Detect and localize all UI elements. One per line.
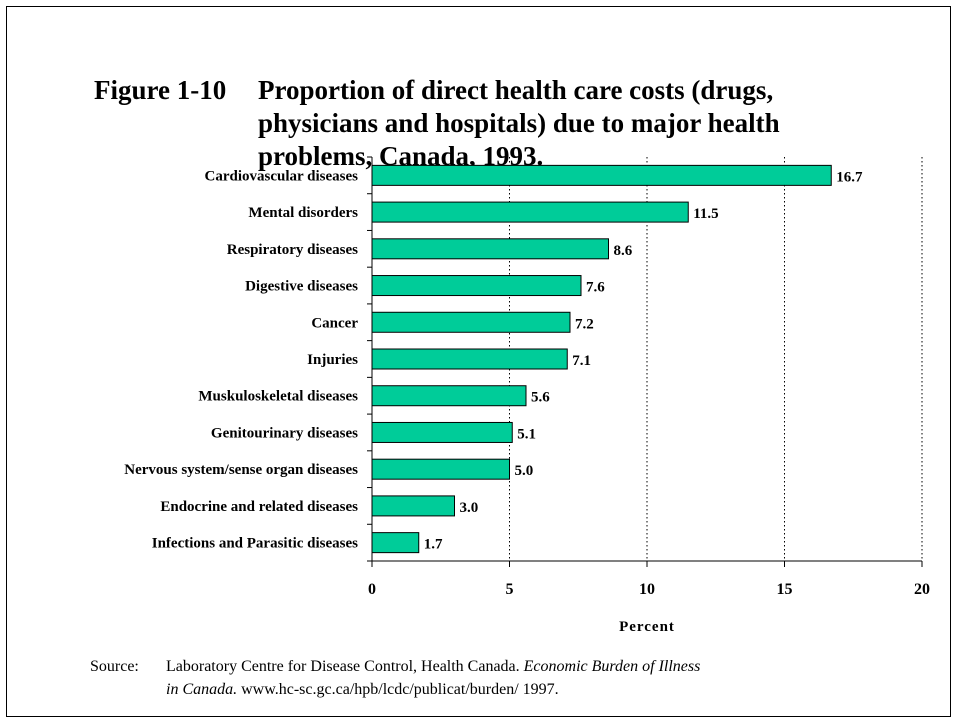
category-label: Injuries bbox=[307, 352, 358, 368]
category-label: Mental disorders bbox=[248, 205, 358, 221]
category-label: Digestive diseases bbox=[245, 279, 358, 295]
data-label: 5.1 bbox=[517, 426, 536, 442]
x-tick-label: 0 bbox=[368, 581, 376, 598]
bar bbox=[371, 532, 420, 554]
bar bbox=[371, 164, 832, 186]
bar bbox=[371, 201, 689, 223]
bar bbox=[371, 495, 455, 517]
data-label: 5.6 bbox=[531, 390, 550, 406]
x-tick-label: 10 bbox=[639, 581, 655, 598]
bar bbox=[371, 421, 513, 443]
category-label: Genitourinary diseases bbox=[211, 425, 358, 441]
x-tick-label: 5 bbox=[506, 581, 514, 598]
data-label: 16.7 bbox=[836, 169, 863, 185]
bar bbox=[371, 348, 568, 370]
data-label: 7.6 bbox=[586, 280, 605, 296]
category-label: Respiratory diseases bbox=[227, 242, 358, 258]
data-label: 11.5 bbox=[693, 206, 718, 222]
category-label: Cancer bbox=[311, 315, 358, 331]
data-label: 7.2 bbox=[575, 316, 594, 332]
source-note: Source: Laboratory Centre for Disease Con… bbox=[90, 655, 910, 701]
figure-title: Proportion of direct health care costs (… bbox=[258, 75, 780, 171]
data-label: 7.1 bbox=[572, 353, 591, 369]
source-italic-2: in Canada. bbox=[166, 681, 238, 698]
x-axis-label: Percent bbox=[619, 619, 675, 635]
bar bbox=[371, 275, 582, 297]
source-text-1: Laboratory Centre for Disease Control, H… bbox=[166, 658, 520, 675]
data-label: 8.6 bbox=[614, 243, 633, 259]
data-label: 5.0 bbox=[515, 463, 534, 479]
source-italic-1: Economic Burden of Illness bbox=[523, 658, 701, 675]
category-label: Muskuloskeletal diseases bbox=[198, 389, 358, 405]
x-tick-label: 15 bbox=[777, 581, 793, 598]
category-label: Cardiovascular diseases bbox=[205, 168, 359, 184]
x-tick-label: 20 bbox=[914, 581, 930, 598]
bar bbox=[371, 311, 571, 333]
category-label: Infections and Parasitic diseases bbox=[152, 536, 358, 552]
data-label: 1.7 bbox=[424, 537, 443, 553]
bar bbox=[371, 385, 527, 407]
bar bbox=[371, 238, 609, 260]
source-text-2: www.hc-sc.gc.ca/hpb/lcdc/publicat/burden… bbox=[241, 681, 559, 698]
data-label: 3.0 bbox=[460, 500, 479, 516]
figure-label: Figure 1-10 bbox=[94, 75, 227, 105]
category-label: Endocrine and related diseases bbox=[160, 499, 358, 515]
bar bbox=[371, 458, 510, 480]
category-label: Nervous system/sense organ diseases bbox=[124, 462, 358, 478]
source-label: Source: bbox=[90, 658, 139, 675]
